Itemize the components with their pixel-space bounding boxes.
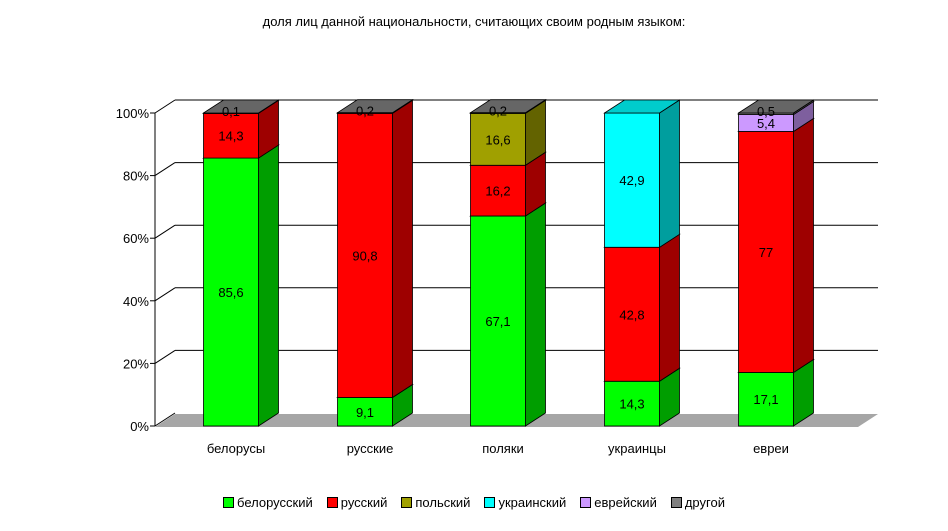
- legend-item: украинский: [484, 495, 566, 510]
- bar-segment-top: [737, 99, 815, 114]
- legend-item: русский: [326, 495, 388, 510]
- legend-swatch: [223, 497, 235, 508]
- data-label: 14,3: [218, 129, 243, 144]
- bar-segment-side: [258, 144, 279, 427]
- data-label: 16,2: [485, 184, 510, 199]
- legend-item: другой: [670, 495, 725, 510]
- bar-segment-front: [203, 112, 259, 159]
- bar-segment-top: [603, 99, 681, 114]
- data-label: 9,1: [356, 405, 374, 420]
- data-label: 0,1: [222, 104, 240, 119]
- x-tick-label: белорусы: [207, 441, 265, 456]
- y-tick-label: 0%: [130, 419, 149, 434]
- legend-item: польский: [401, 495, 470, 510]
- legend-swatch: [484, 497, 496, 508]
- legend-label: другой: [684, 495, 725, 510]
- bar-segment-side: [659, 99, 680, 249]
- bar-segment-front: [604, 112, 660, 248]
- data-label: 16,6: [485, 132, 510, 147]
- bar-segment-front: [337, 112, 393, 398]
- legend-label: белорусский: [237, 495, 313, 510]
- legend-item: еврейский: [580, 495, 657, 510]
- x-tick-label: евреи: [753, 441, 789, 456]
- data-label: 42,9: [619, 173, 644, 188]
- data-label: 90,8: [352, 248, 377, 263]
- data-label: 0,2: [489, 104, 507, 119]
- legend-label: русский: [340, 495, 388, 510]
- legend: белорусский русский польский украинский евре…: [0, 495, 948, 510]
- bar-segment-front: [203, 157, 259, 427]
- bar-segment-front: [337, 397, 393, 427]
- bar-segment-side: [793, 117, 814, 374]
- data-label: 77: [759, 245, 773, 260]
- bar-segment-top: [202, 99, 280, 114]
- data-label: 5,4: [757, 116, 775, 131]
- y-tick-label: 20%: [123, 356, 149, 371]
- gridline-diagonal: [154, 412, 176, 427]
- bar-segment-top: [469, 99, 547, 114]
- legend-label: еврейский: [594, 495, 657, 510]
- legend-swatch: [670, 497, 682, 508]
- gridline-diagonal: [154, 99, 176, 114]
- bar-segment-front: [604, 246, 660, 382]
- y-tick-label: 40%: [123, 294, 149, 309]
- gridline-diagonal: [154, 349, 176, 364]
- x-tick-label: украинцы: [608, 441, 666, 456]
- legend-label: украинский: [498, 495, 567, 510]
- legend-swatch: [401, 497, 413, 508]
- legend-swatch: [326, 497, 338, 508]
- y-tick-label: 60%: [123, 231, 149, 246]
- data-label: 14,3: [619, 397, 644, 412]
- legend-swatch: [580, 497, 592, 508]
- bar-segment-side: [659, 233, 680, 382]
- x-tick-label: поляки: [482, 441, 524, 456]
- data-label: 42,8: [619, 307, 644, 322]
- bar-segment-side: [525, 202, 546, 427]
- y-tick-label: 80%: [123, 169, 149, 184]
- y-tick-label: 100%: [116, 106, 150, 121]
- legend-item: белорусский: [223, 495, 313, 510]
- data-label: 67,1: [485, 314, 510, 329]
- bar-segment-side: [392, 99, 413, 399]
- chart-title: доля лиц данной национальности, считающи…: [262, 14, 686, 29]
- gridline-diagonal: [154, 224, 176, 239]
- gridline-diagonal: [154, 287, 176, 302]
- data-label: 0,2: [356, 104, 374, 119]
- data-label: 85,6: [218, 285, 243, 300]
- bar-segment-top: [336, 99, 414, 114]
- bar-segment-front: [604, 380, 660, 427]
- gridline-diagonal: [154, 162, 176, 177]
- bar-segment-front: [738, 131, 794, 373]
- bar-segment-front: [470, 112, 526, 166]
- x-tick-label: русские: [347, 441, 394, 456]
- bar-segment-front: [470, 215, 526, 427]
- legend-label: польский: [415, 495, 471, 510]
- bar-segment-front: [470, 164, 526, 217]
- data-label: 17,1: [753, 392, 778, 407]
- data-label: 0,5: [757, 104, 775, 119]
